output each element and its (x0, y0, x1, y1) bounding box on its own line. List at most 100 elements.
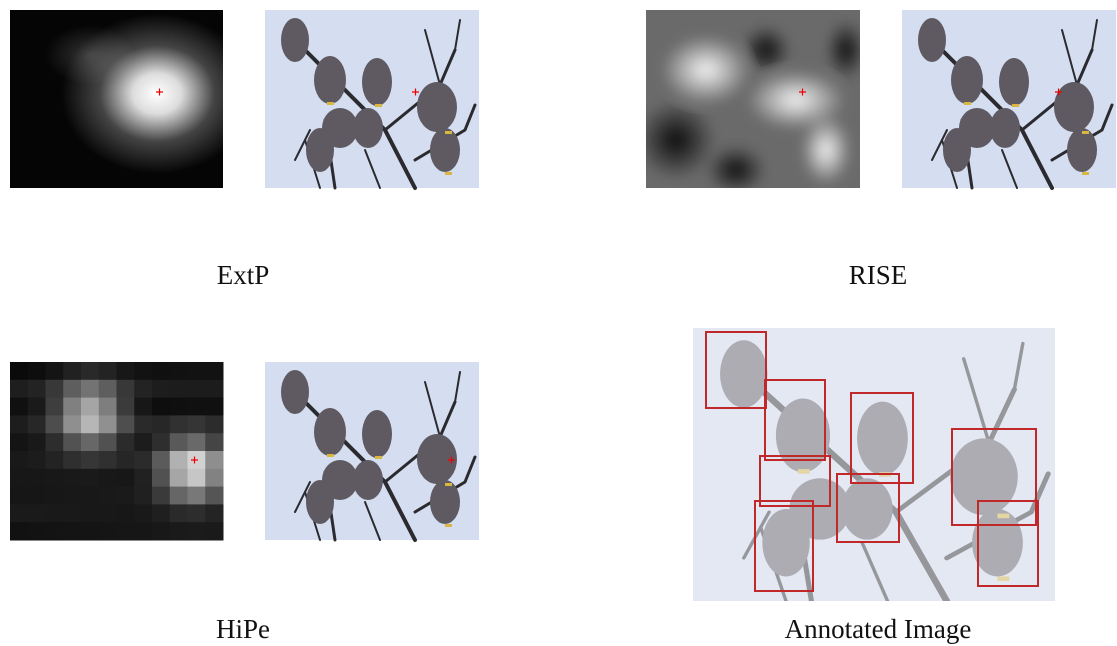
heatmap-cell (46, 487, 64, 505)
heatmap-cell (205, 362, 223, 380)
heatmap-cell (170, 487, 188, 505)
heatmap-cell (28, 380, 46, 398)
heatmap-cell (205, 487, 223, 505)
heatmap-cell (134, 469, 152, 487)
bird-photo (265, 10, 479, 188)
heatmap-cell (134, 451, 152, 469)
heatmap-cell (117, 362, 135, 380)
heatmap-cell (28, 415, 46, 433)
heatmap-cell (28, 504, 46, 522)
caption: RISE (849, 260, 908, 290)
heatmap-cell (63, 522, 81, 540)
caption: HiPe (216, 614, 270, 644)
heatmap-cell (46, 415, 64, 433)
heatmap-cell (63, 380, 81, 398)
bird-photo (902, 10, 1116, 188)
heatmap-cell (188, 398, 206, 416)
heatmap-cell (28, 522, 46, 540)
heatmap-cell (188, 415, 206, 433)
heatmap-cell (28, 451, 46, 469)
heatmap-cell (152, 415, 170, 433)
heatmap-cell (81, 433, 99, 451)
heatmap-cell (188, 433, 206, 451)
heatmap-cell (81, 522, 99, 540)
heatmap-cell (117, 433, 135, 451)
heatmap-cell (63, 469, 81, 487)
heatmap-cell (28, 469, 46, 487)
heatmap-cell (10, 398, 28, 416)
heatmap-cell (99, 380, 117, 398)
heatmap-cell (63, 451, 81, 469)
heatmap-cell (152, 487, 170, 505)
heatmap-cell (46, 469, 64, 487)
heatmap-cell (99, 398, 117, 416)
heatmap-cell (46, 504, 64, 522)
heatmap-cell (46, 398, 64, 416)
heatmap-cell (205, 522, 223, 540)
rise-heatmap (636, 10, 866, 195)
heatmap-cell (63, 487, 81, 505)
bird-photo (265, 362, 479, 540)
heatmap-cell (170, 362, 188, 380)
heatmap-cell (10, 504, 28, 522)
heatmap-cell (117, 522, 135, 540)
heatmap-cell (188, 487, 206, 505)
heatmap-cell (81, 451, 99, 469)
heatmap-blob (45, 25, 135, 85)
heatmap-cell (28, 433, 46, 451)
heatmap-cell (134, 522, 152, 540)
heatmap-cell (205, 415, 223, 433)
annotated-photo (693, 328, 1055, 601)
heatmap-cell (10, 380, 28, 398)
heatmap-cell (99, 415, 117, 433)
heatmap-cell (205, 469, 223, 487)
heatmap-cell (152, 362, 170, 380)
heatmap-cell (63, 504, 81, 522)
heatmap-cell (28, 362, 46, 380)
heatmap-cell (134, 504, 152, 522)
heatmap-cell (99, 469, 117, 487)
heatmap-cell (10, 433, 28, 451)
heatmap-cell (152, 522, 170, 540)
heatmap-cell (99, 451, 117, 469)
heatmap-cell (10, 522, 28, 540)
heatmap-cell (81, 380, 99, 398)
heatmap-cell (170, 522, 188, 540)
heatmap-cell (99, 362, 117, 380)
heatmap-cell (99, 522, 117, 540)
heatmap-cell (134, 380, 152, 398)
caption: Annotated Image (785, 614, 972, 644)
heatmap-cell (81, 504, 99, 522)
heatmap-cell (152, 433, 170, 451)
heatmap-cell (117, 487, 135, 505)
page: {"panels": [{"label": "ExtP"}, {"label":… (0, 0, 1117, 646)
caption: ExtP (217, 260, 270, 290)
heatmap-cell (188, 504, 206, 522)
heatmap-cell (117, 415, 135, 433)
heatmap-cell (117, 380, 135, 398)
heatmap-cell (117, 451, 135, 469)
heatmap-cell (63, 415, 81, 433)
heatmap-cell (134, 433, 152, 451)
heatmap-cell (134, 362, 152, 380)
heatmap-cell (170, 398, 188, 416)
heatmap-cell (46, 522, 64, 540)
heatmap-cell (63, 433, 81, 451)
heatmap-cell (81, 398, 99, 416)
heatmap-cell (46, 451, 64, 469)
heatmap-cell (170, 469, 188, 487)
heatmap-cell (205, 504, 223, 522)
heatmap-cell (81, 415, 99, 433)
heatmap-cell (28, 398, 46, 416)
heatmap-cell (170, 380, 188, 398)
heatmap-cell (81, 362, 99, 380)
heatmap-cell (152, 380, 170, 398)
heatmap-cell (81, 487, 99, 505)
heatmap-cell (205, 451, 223, 469)
heatmap-cell (170, 433, 188, 451)
heatmap-cell (63, 398, 81, 416)
heatmap-cell (170, 415, 188, 433)
heatmap-cell (81, 469, 99, 487)
heatmap-cell (10, 487, 28, 505)
figure: ExtP RISE HiPe Anno (0, 0, 1117, 646)
